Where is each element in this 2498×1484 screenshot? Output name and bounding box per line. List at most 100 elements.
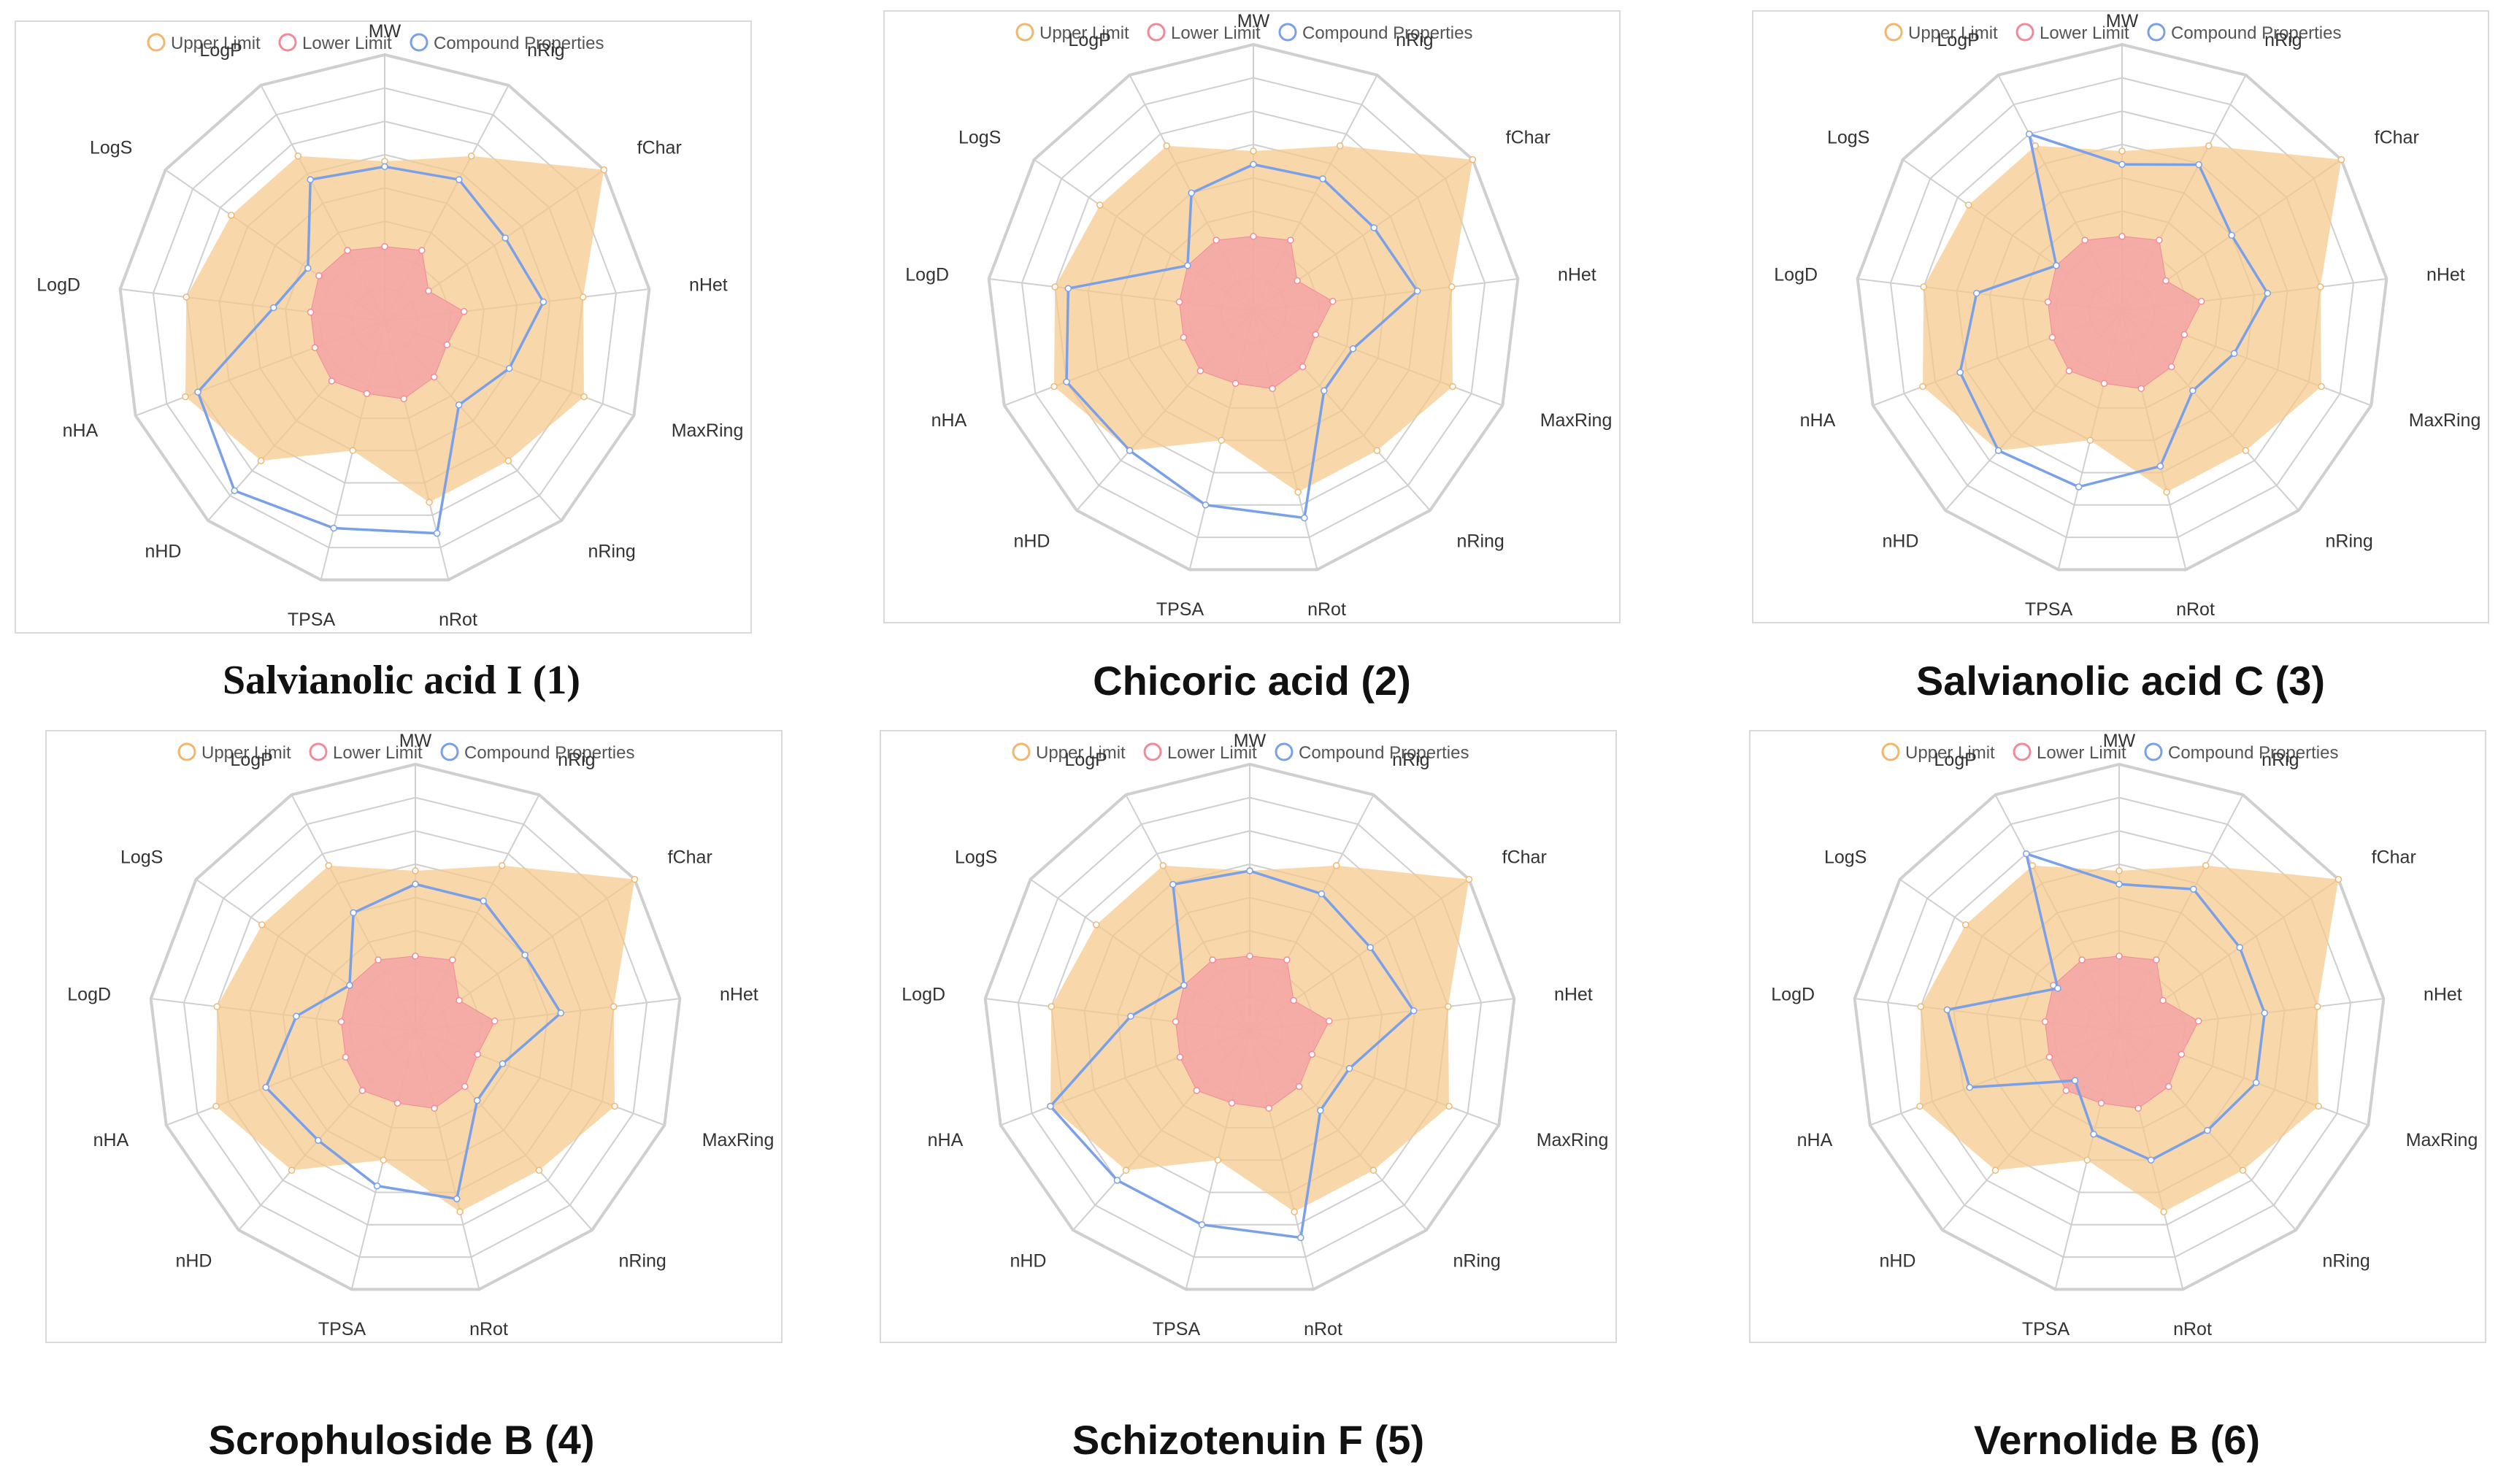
data-point xyxy=(344,247,351,254)
data-point xyxy=(1291,1208,1298,1215)
axis-label-nrig: nRig xyxy=(2261,750,2299,770)
legend-compound-properties[interactable]: Compound Properties xyxy=(440,742,634,763)
data-point xyxy=(380,1156,388,1164)
data-point xyxy=(212,1102,220,1110)
data-point xyxy=(426,499,433,506)
axis-label-maxring: MaxRing xyxy=(2409,410,2481,431)
radar-chart-4: Upper Limit Lower Limit Compound Propertie… xyxy=(67,731,774,1339)
legend: Upper Limit Lower Limit Compound Propertie… xyxy=(1884,23,2341,43)
legend-label: Compound Properties xyxy=(2168,743,2338,763)
legend-lower-limit[interactable]: Lower Limit xyxy=(309,742,423,763)
data-point xyxy=(2115,867,2123,874)
series-area xyxy=(1179,236,1334,389)
data-point xyxy=(557,1010,565,1017)
data-point xyxy=(1218,437,1226,444)
legend-upper-limit[interactable]: Upper Limit xyxy=(1015,23,1129,43)
data-point xyxy=(600,166,608,174)
legend-marker-icon xyxy=(2015,23,2034,42)
data-point xyxy=(315,1137,322,1145)
legend-compound-properties[interactable]: Compound Properties xyxy=(1275,742,1469,763)
data-point xyxy=(1184,262,1191,269)
axis-label-nhet: nHet xyxy=(1558,264,1596,285)
series-area xyxy=(1049,869,1415,1239)
legend-upper-limit[interactable]: Upper Limit xyxy=(177,742,291,763)
legend-marker-icon xyxy=(1884,23,1903,42)
legend-compound-properties[interactable]: Compound Properties xyxy=(2147,23,2341,43)
data-point xyxy=(2115,953,2123,960)
data-point xyxy=(1966,1083,1973,1091)
data-point xyxy=(393,1099,401,1107)
legend-label: Compound Properties xyxy=(1302,23,1472,43)
data-point xyxy=(2202,862,2210,869)
axis-label-logs: LogS xyxy=(90,137,132,158)
axis-label-nha: nHA xyxy=(1800,410,1836,431)
legend-upper-limit[interactable]: Upper Limit xyxy=(1884,23,1998,43)
legend-upper-limit[interactable]: Upper Limit xyxy=(1012,742,1126,763)
axis-label-nrot: nRot xyxy=(2176,599,2215,620)
data-point xyxy=(473,1096,481,1104)
data-point xyxy=(1308,1050,1316,1058)
legend-compound-properties[interactable]: Compound Properties xyxy=(1278,23,1472,43)
legend-compound-properties[interactable]: Compound Properties xyxy=(2144,742,2338,763)
legend-lower-limit[interactable]: Lower Limit xyxy=(1143,742,1257,763)
legend: Upper Limit Lower Limit Compound Propertie… xyxy=(1881,742,2338,763)
legend-upper-limit[interactable]: Upper Limit xyxy=(147,33,261,53)
data-point xyxy=(1349,345,1357,353)
legend-label: Upper Limit xyxy=(171,34,261,53)
data-point xyxy=(1188,189,1195,197)
legend-label: Upper Limit xyxy=(1908,23,1998,43)
legend-upper-limit[interactable]: Upper Limit xyxy=(1881,742,1995,763)
data-point xyxy=(460,308,468,315)
data-point xyxy=(325,862,333,869)
axis-label-nhd: nHD xyxy=(1013,531,1050,551)
data-point xyxy=(2023,850,2030,858)
axis-label-logs: LogS xyxy=(955,847,997,867)
radar-panel-5: Upper Limit Lower Limit Compound Propertie… xyxy=(880,730,1617,1343)
data-point xyxy=(453,1195,461,1203)
grid-ring xyxy=(983,762,1516,1291)
axis-labels: MW nRig fChar nHet MaxRing nRing nRot TPSA nHD nH… xyxy=(36,22,743,630)
data-point xyxy=(1169,880,1177,888)
data-point xyxy=(349,447,357,454)
data-point xyxy=(1096,201,1104,209)
series-compound-properties xyxy=(1956,130,2272,491)
legend-lower-limit[interactable]: Lower Limit xyxy=(2015,23,2129,43)
data-point xyxy=(1370,224,1377,231)
legend-lower-limit[interactable]: Lower Limit xyxy=(1147,23,1261,43)
data-point xyxy=(631,875,639,883)
data-point xyxy=(2100,380,2108,387)
axis-label-nrot: nRot xyxy=(439,610,477,630)
data-point xyxy=(1465,875,1473,883)
axis-label-nha: nHA xyxy=(931,410,967,431)
series-compound-properties xyxy=(1943,850,2269,1164)
data-point xyxy=(194,388,201,396)
data-point xyxy=(2334,875,2343,883)
data-point xyxy=(315,272,323,280)
data-point xyxy=(2090,1131,2097,1138)
axis-label-nrot: nRot xyxy=(1304,1319,1342,1339)
data-point xyxy=(2153,956,2160,964)
data-point xyxy=(2337,155,2345,164)
legend-compound-properties[interactable]: Compound Properties xyxy=(410,33,604,53)
axis-label-nring: nRing xyxy=(2326,531,2373,551)
axis-label-nrig: nRig xyxy=(1396,30,1433,50)
axis-label-mw: MW xyxy=(2106,12,2139,31)
data-point xyxy=(499,1060,507,1068)
data-point xyxy=(2230,350,2238,357)
legend-label: Compound Properties xyxy=(464,743,634,763)
axis-label-nhet: nHet xyxy=(1554,984,1593,1004)
radar-panel-4: Upper Limit Lower Limit Compound Propertie… xyxy=(45,730,783,1343)
legend-lower-limit[interactable]: Lower Limit xyxy=(278,33,392,53)
legend: Upper Limit Lower Limit Compound Propertie… xyxy=(1015,23,1472,43)
data-point xyxy=(1159,862,1167,869)
legend-lower-limit[interactable]: Lower Limit xyxy=(2013,742,2126,763)
data-point xyxy=(2194,1018,2202,1025)
data-point xyxy=(2083,1156,2091,1164)
data-point xyxy=(501,234,509,242)
data-point xyxy=(2118,233,2126,240)
data-point xyxy=(1369,1166,1377,1174)
legend-label: Upper Limit xyxy=(1905,743,1995,763)
data-point xyxy=(1917,1003,1924,1010)
data-point xyxy=(1213,237,1220,244)
